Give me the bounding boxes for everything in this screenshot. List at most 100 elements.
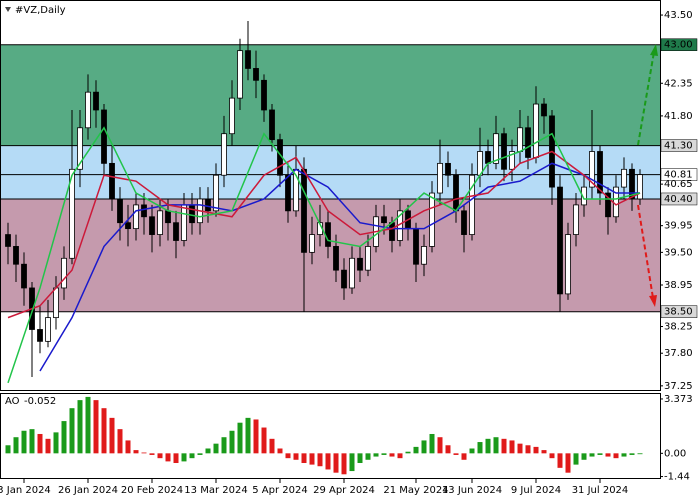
ao-bar — [141, 452, 147, 454]
candle-body — [253, 68, 259, 81]
candle-body — [61, 257, 67, 289]
ao-bar — [301, 453, 307, 464]
candle-body — [165, 210, 171, 224]
ao-bar — [189, 453, 195, 459]
candle-body — [485, 151, 491, 164]
candle-body — [213, 174, 219, 212]
ao-bar — [85, 396, 91, 454]
candle-body — [149, 216, 155, 235]
ao-bar — [149, 453, 155, 455]
candle-body — [541, 103, 547, 117]
ao-bar — [253, 419, 259, 454]
ao-bar — [157, 453, 163, 459]
ao-bar — [389, 453, 395, 457]
ao-bar — [589, 453, 595, 457]
ao-bar — [597, 453, 603, 455]
ao-bar — [637, 453, 643, 455]
level-label: 40.81 — [664, 170, 693, 181]
ao-bar — [605, 453, 611, 457]
y-tick-label: 38.25 — [664, 322, 693, 333]
ao-bar — [453, 453, 459, 455]
candle-body — [309, 234, 315, 253]
level-label: 40.40 — [664, 194, 693, 205]
plot — [5, 20, 643, 384]
candle-body — [181, 204, 187, 241]
candle-body — [157, 210, 163, 235]
candle-body — [469, 174, 475, 235]
ao-bar — [317, 453, 323, 467]
ao-bar — [77, 400, 83, 454]
candle-body — [301, 168, 307, 253]
ao-bar — [37, 433, 43, 454]
ao-bar — [461, 453, 467, 460]
candle-body — [285, 174, 291, 212]
ao-bar — [293, 453, 299, 460]
ao-bar — [581, 453, 587, 460]
ao-bar — [533, 446, 539, 454]
x-tick-label: 20 Feb 2024 — [121, 485, 183, 496]
y-tick-label: 39.50 — [664, 247, 693, 258]
ao-bar — [237, 422, 243, 454]
candle-body — [349, 257, 355, 289]
ao-bar — [197, 453, 203, 455]
candle-body — [173, 222, 179, 241]
zones — [0, 44, 660, 313]
candle-body — [365, 246, 371, 271]
ao-bar — [629, 453, 635, 455]
ao-bar — [501, 438, 507, 454]
level-label: 38.50 — [664, 307, 693, 318]
ao-bar — [269, 438, 275, 454]
ao-bar — [565, 453, 571, 473]
y-tick-label: 37.25 — [664, 381, 693, 392]
ao-bar — [573, 453, 579, 465]
ao-bar — [69, 408, 75, 454]
candle-body — [429, 192, 435, 247]
candle-body — [637, 174, 643, 200]
ao-bar — [349, 453, 355, 472]
ao-bar — [613, 453, 619, 459]
ao-bar — [365, 453, 371, 460]
y-tick-label: 37.80 — [664, 348, 693, 359]
ao-tick-label: 0.00 — [664, 448, 686, 459]
ao-bar — [469, 448, 475, 454]
candle-body — [597, 151, 603, 194]
candle-body — [45, 317, 51, 342]
candle-body — [445, 162, 451, 176]
candle-body — [5, 234, 11, 247]
y-tick-label: 40.65 — [664, 179, 693, 190]
candle-body — [341, 269, 347, 289]
candle-body — [509, 151, 515, 170]
candle-body — [621, 168, 627, 188]
candle-body — [37, 329, 43, 342]
x-tick-label: 13 Mar 2024 — [184, 485, 247, 496]
x-tick-label: 13 Jun 2024 — [442, 485, 502, 496]
candle-body — [389, 222, 395, 241]
ao-bar — [213, 443, 219, 454]
ao-bar — [93, 400, 99, 454]
ao-frame — [0, 393, 661, 479]
ao-bar — [245, 417, 251, 454]
ao-bar — [45, 438, 51, 454]
ao-bar — [101, 408, 107, 454]
ao-bar — [261, 427, 267, 454]
ao-bar — [437, 437, 443, 454]
ao-bar — [205, 448, 211, 454]
y-tick-label: 43.50 — [664, 10, 693, 21]
candle-body — [589, 151, 595, 188]
ao-bar — [333, 453, 339, 473]
candle-body — [93, 91, 99, 111]
ao-bar — [13, 437, 19, 454]
candle-body — [605, 192, 611, 218]
ao-bar — [277, 448, 283, 454]
candle-body — [141, 204, 147, 218]
moving-average — [7, 150, 641, 319]
candle-body — [461, 210, 467, 235]
candle-body — [381, 216, 387, 224]
ao-bar — [117, 429, 123, 454]
ao-bar — [509, 440, 515, 454]
ao-bar — [229, 430, 235, 454]
y-tick-label: 39.95 — [664, 221, 693, 232]
ao-bar — [477, 442, 483, 454]
candle-body — [629, 168, 635, 200]
